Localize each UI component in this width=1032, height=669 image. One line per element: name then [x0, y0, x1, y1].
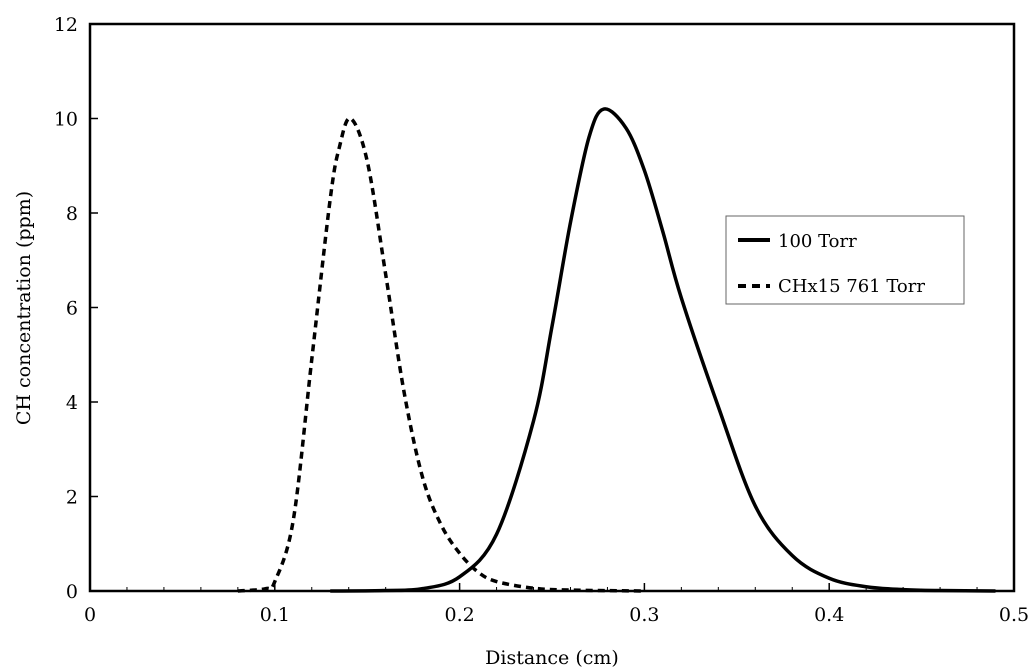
- y-tick-label: 10: [54, 109, 78, 131]
- legend-box: [725, 215, 965, 305]
- legend-label-chx15-761-torr: CHx15 761 Torr: [778, 276, 925, 297]
- tick-marks: [89, 23, 1015, 592]
- x-tick-label: 0.1: [260, 604, 290, 626]
- y-tick-label: 6: [66, 298, 78, 320]
- series-line-100-torr: [330, 107, 996, 593]
- x-tick-label: 0.2: [444, 604, 474, 626]
- y-tick-label: 4: [66, 392, 78, 414]
- x-tick-labels: 0 0.1 0.2 0.3 0.4 0.5: [84, 604, 1029, 626]
- y-tick-label: 12: [54, 14, 78, 36]
- series-lines: [237, 107, 996, 593]
- series-line-chx15-761-torr: [237, 116, 645, 593]
- x-axis-title: Distance (cm): [485, 647, 619, 669]
- x-tick-label: 0: [84, 604, 96, 626]
- y-axis-title: CH concentration (ppm): [13, 191, 35, 425]
- x-tick-label: 0.4: [814, 604, 844, 626]
- legend-label-100-torr: 100 Torr: [778, 231, 857, 252]
- y-tick-label: 0: [66, 581, 78, 603]
- y-tick-label: 2: [66, 487, 78, 509]
- plot-frame: [88, 22, 1016, 593]
- x-tick-label: 0.5: [999, 604, 1029, 626]
- y-tick-label: 8: [66, 203, 78, 225]
- x-tick-label: 0.3: [629, 604, 659, 626]
- y-tick-labels: 0 2 4 6 8 10 12: [54, 14, 78, 603]
- legend: 100 Torr CHx15 761 Torr: [725, 215, 965, 305]
